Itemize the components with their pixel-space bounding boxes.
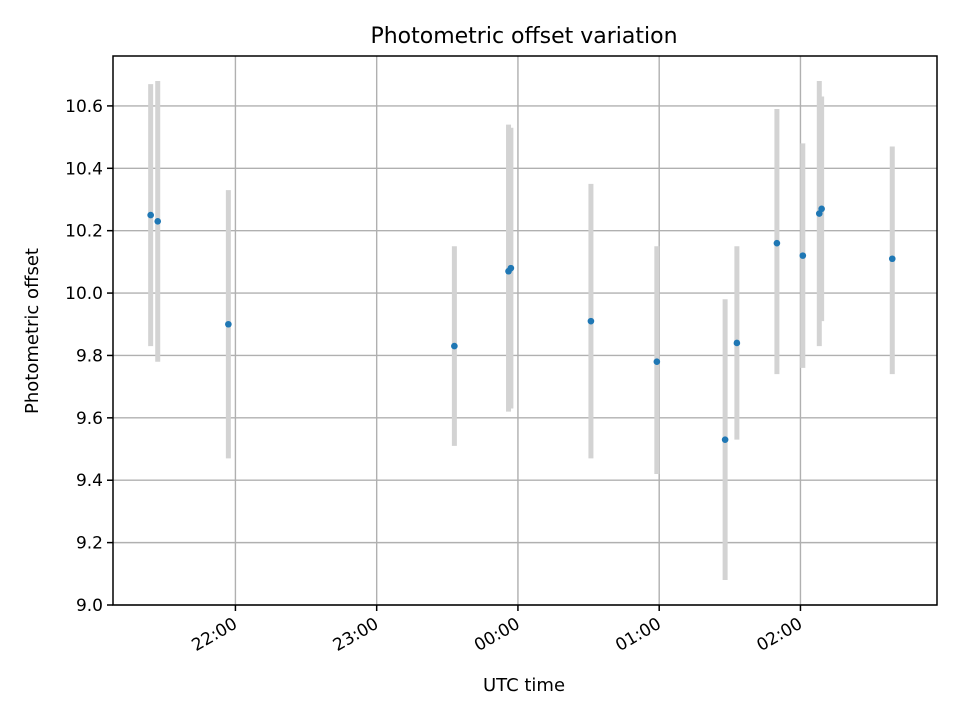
data-point bbox=[451, 342, 458, 350]
y-tick-label: 9.0 bbox=[76, 596, 103, 616]
data-point bbox=[818, 205, 825, 213]
plot-frame bbox=[112, 55, 938, 606]
grid bbox=[113, 56, 937, 606]
data-point bbox=[154, 218, 162, 225]
data-point bbox=[507, 264, 515, 272]
y-tick-label: 10.4 bbox=[65, 159, 103, 179]
data-point bbox=[888, 255, 896, 263]
x-tick-label: 22:00 bbox=[188, 614, 240, 656]
y-tick-label: 10.2 bbox=[65, 222, 103, 242]
error-bars bbox=[148, 80, 895, 581]
data-points bbox=[147, 205, 896, 443]
y-tick-label: 9.8 bbox=[76, 346, 103, 366]
data-point bbox=[653, 358, 661, 365]
data-point bbox=[587, 317, 595, 325]
x-axis-ticks: 22:00 23:00 00:00 01:00 02:00 bbox=[188, 605, 806, 656]
y-tick-label: 9.4 bbox=[76, 471, 103, 491]
x-axis-label: UTC time bbox=[483, 675, 565, 696]
data-point bbox=[733, 339, 741, 347]
data-point bbox=[799, 252, 807, 259]
x-tick-label: 23:00 bbox=[330, 614, 382, 656]
chart-title: Photometric offset variation bbox=[370, 24, 677, 49]
y-tick-label: 10.6 bbox=[65, 97, 103, 117]
y-tick-label: 9.2 bbox=[76, 534, 103, 554]
data-point bbox=[773, 239, 781, 247]
data-point bbox=[721, 436, 729, 443]
y-tick-label: 10.0 bbox=[65, 284, 103, 304]
x-tick-label: 00:00 bbox=[471, 614, 523, 656]
y-axis-label: Photometric offset bbox=[22, 248, 43, 414]
y-tick-label: 9.6 bbox=[76, 409, 103, 429]
x-tick-label: 01:00 bbox=[612, 614, 664, 656]
x-tick-label: 02:00 bbox=[754, 614, 806, 656]
y-axis-ticks: 9.0 9.2 9.4 9.6 9.8 10.0 10.2 10.4 10.6 bbox=[65, 97, 113, 616]
data-point bbox=[225, 320, 232, 328]
data-point bbox=[147, 211, 154, 219]
